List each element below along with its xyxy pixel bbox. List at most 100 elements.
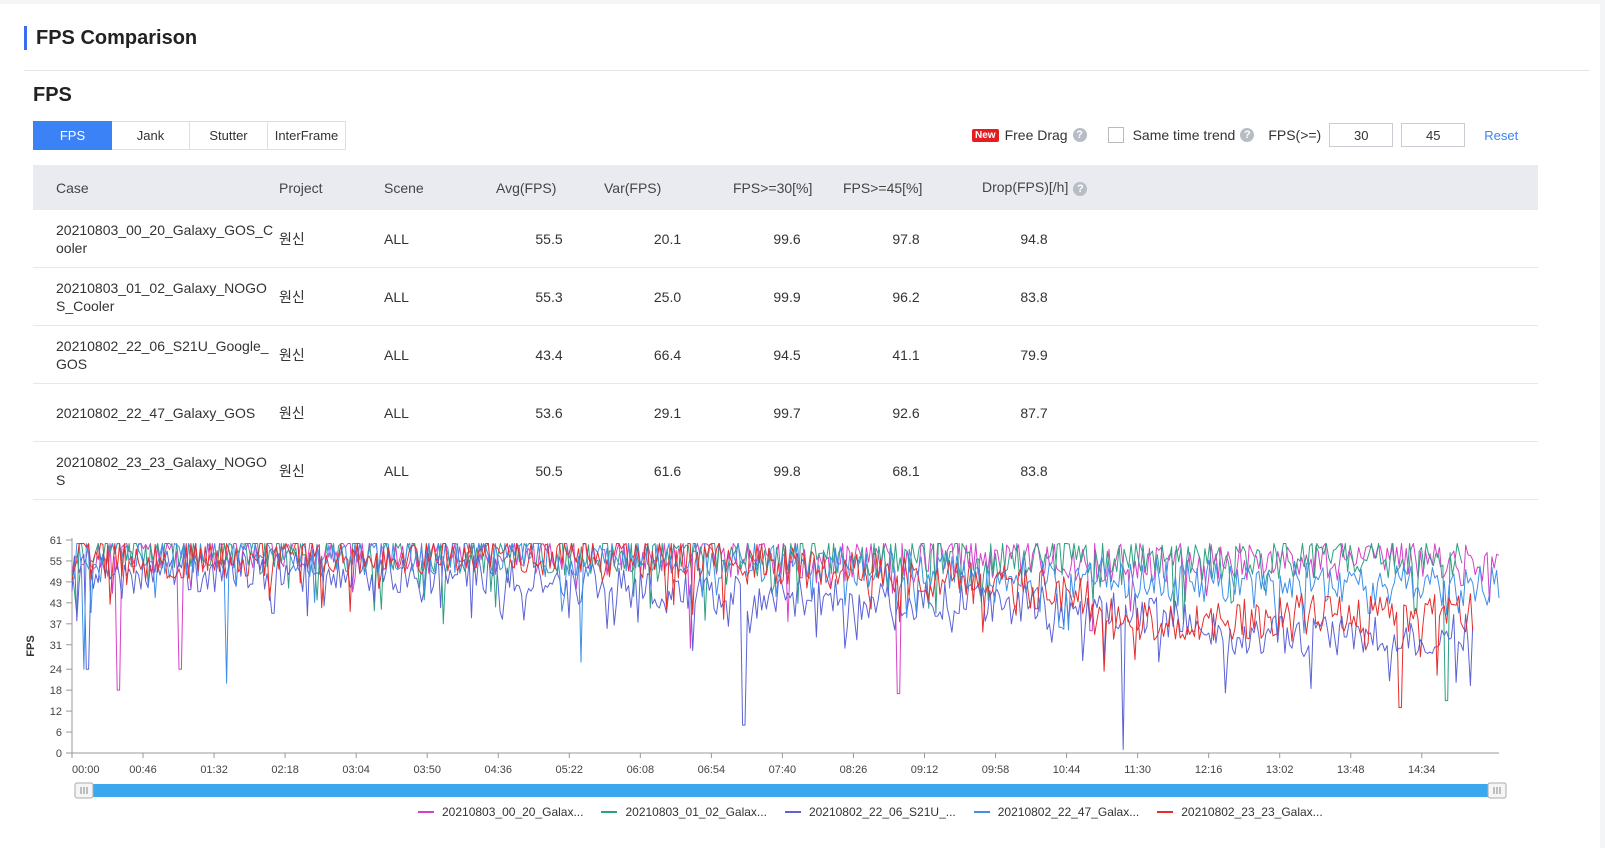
- y-tick-label: 6: [56, 727, 62, 739]
- scene-cell: ALL: [383, 383, 495, 442]
- fps45-cell: 41.1: [842, 325, 970, 384]
- table-row[interactable]: 20210802_22_47_Galaxy_GOS 원신 ALL 53.6 29…: [33, 383, 1538, 442]
- x-tick-label: 05:22: [556, 764, 584, 776]
- legend-item[interactable]: 20210802_22_47_Galax...: [973, 805, 1140, 819]
- drop-fps-cell: 83.8: [970, 267, 1098, 326]
- col-var-fps[interactable]: Var(FPS): [603, 165, 732, 210]
- zoom-range-bar[interactable]: [75, 784, 1495, 797]
- col-drop-fps[interactable]: Drop(FPS)[/h]?: [970, 165, 1098, 210]
- col-scene[interactable]: Scene: [383, 165, 495, 210]
- fps-threshold-input-1[interactable]: [1329, 123, 1394, 147]
- project-cell: 원신: [278, 441, 383, 500]
- same-time-help-icon[interactable]: ?: [1240, 128, 1255, 142]
- drop-fps-cell: 79.9: [970, 325, 1098, 384]
- fps30-cell: 99.6: [732, 210, 842, 268]
- case-name: 20210803_01_02_Galaxy_NOGOS_Cooler: [56, 279, 267, 314]
- legend-line-icon: [784, 811, 801, 813]
- table-header-row: Case Project Scene Avg(FPS) Var(FPS) FPS…: [33, 165, 1538, 210]
- legend-line-icon: [973, 811, 990, 813]
- table-row[interactable]: 20210803_00_20_Galaxy_GOS_Cooler 원신 ALL …: [33, 210, 1538, 268]
- avg-fps-cell: 55.3: [495, 267, 603, 326]
- tab-fps[interactable]: FPS: [33, 121, 112, 150]
- series-line[interactable]: [71, 550, 1474, 750]
- y-tick-label: 37: [50, 619, 62, 631]
- col-project[interactable]: Project: [278, 165, 383, 210]
- legend-line-icon: [418, 811, 434, 813]
- header-accent-bar: [24, 26, 27, 50]
- x-tick-label: 11:30: [1124, 764, 1151, 776]
- col-fps-45[interactable]: FPS>=45[%]: [842, 165, 970, 210]
- var-fps-cell: 25.0: [603, 267, 732, 326]
- same-time-label[interactable]: Same time trend: [1132, 127, 1236, 143]
- y-tick-label: 0: [56, 748, 62, 760]
- x-tick-label: 07:40: [769, 764, 797, 776]
- scene-cell: ALL: [383, 325, 495, 384]
- new-badge: New: [972, 128, 999, 142]
- page-title: FPS Comparison: [36, 26, 198, 49]
- fps-threshold-label: FPS(>=): [1268, 127, 1322, 143]
- x-tick-label: 08:26: [840, 764, 868, 776]
- free-drag-label[interactable]: Free Drag: [1004, 127, 1068, 143]
- x-tick-label: 14:34: [1408, 764, 1436, 776]
- x-tick-label: 06:54: [698, 764, 726, 776]
- y-axis-label: FPS: [25, 635, 37, 656]
- x-tick-label: 02:18: [271, 764, 299, 776]
- fps45-cell: 96.2: [842, 267, 970, 326]
- case-name: 20210802_23_23_Galaxy_NOGOS: [56, 453, 267, 488]
- fps30-cell: 94.5: [732, 325, 842, 384]
- col-case[interactable]: Case: [33, 165, 278, 210]
- legend-item[interactable]: 20210803_00_20_Galax...: [418, 805, 583, 819]
- table-row[interactable]: 20210802_22_06_S21U_Google_GOS 원신 ALL 43…: [33, 325, 1538, 384]
- legend-item[interactable]: 20210803_01_02_Galax...: [601, 805, 767, 819]
- drop-fps-cell: 87.7: [970, 383, 1098, 442]
- legend-label: 20210802_22_47_Galax...: [997, 805, 1140, 819]
- x-tick-label: 13:02: [1266, 764, 1294, 776]
- legend-item[interactable]: 20210802_23_23_Galax...: [1157, 805, 1323, 819]
- drop-fps-cell: 83.8: [970, 441, 1098, 500]
- case-name: 20210802_22_06_S21U_Google_GOS: [56, 337, 269, 372]
- series-line[interactable]: [71, 543, 1500, 695]
- series-line[interactable]: [71, 543, 1500, 684]
- x-tick-label: 09:58: [982, 764, 1010, 776]
- case-name: 20210802_22_47_Galaxy_GOS: [56, 404, 256, 421]
- var-fps-cell: 66.4: [603, 325, 732, 384]
- legend-label: 20210803_01_02_Galax...: [625, 805, 767, 819]
- project-cell: 원신: [278, 383, 383, 442]
- reset-link[interactable]: Reset: [1484, 127, 1519, 143]
- fps-line-chart[interactable]: FPS 0 6 12 18 24 31 37 43 49 55 61 00:00 00:46 01:32 02…: [20, 522, 1520, 802]
- legend-item[interactable]: 20210802_22_06_S21U_...: [784, 805, 956, 819]
- tab-interframe[interactable]: InterFrame: [268, 121, 346, 150]
- x-tick-label: 03:04: [342, 764, 370, 776]
- avg-fps-cell: 55.5: [495, 210, 603, 268]
- scene-cell: ALL: [383, 210, 495, 268]
- avg-fps-cell: 53.6: [495, 383, 603, 442]
- y-tick-label: 55: [50, 556, 62, 568]
- col-fps-30[interactable]: FPS>=30[%]: [732, 165, 842, 210]
- legend-line-icon: [601, 811, 618, 813]
- scene-cell: ALL: [383, 267, 495, 326]
- fps-threshold-input-2[interactable]: [1401, 123, 1466, 147]
- x-tick-label: 12:16: [1195, 764, 1223, 776]
- series-line[interactable]: [71, 543, 1474, 709]
- fps30-cell: 99.8: [732, 441, 842, 500]
- tab-jank[interactable]: Jank: [112, 121, 190, 150]
- x-tick-label: 00:46: [129, 764, 157, 776]
- avg-fps-cell: 50.5: [495, 441, 603, 500]
- col-avg-fps[interactable]: Avg(FPS): [495, 165, 603, 210]
- free-drag-help-icon[interactable]: ?: [1072, 128, 1087, 142]
- x-tick-label: 09:12: [911, 764, 939, 776]
- drop-fps-help-icon[interactable]: ?: [1073, 182, 1088, 196]
- table-row[interactable]: 20210803_01_02_Galaxy_NOGOS_Cooler 원신 AL…: [33, 267, 1538, 326]
- legend-label: 20210802_23_23_Galax...: [1181, 805, 1323, 819]
- y-tick-label: 43: [50, 598, 62, 610]
- same-time-checkbox[interactable]: [1107, 127, 1124, 143]
- case-name: 20210803_00_20_Galaxy_GOS_Cooler: [56, 221, 274, 256]
- col-drop-fps-label: Drop(FPS)[/h]: [982, 179, 1069, 195]
- scene-cell: ALL: [383, 441, 495, 500]
- x-tick-label: 04:36: [484, 764, 512, 776]
- toolbar: New Free Drag ? Same time trend ? FPS(>=…: [972, 122, 1518, 148]
- legend-label: 20210802_22_06_S21U_...: [808, 805, 956, 819]
- y-tick-label: 49: [50, 577, 62, 589]
- table-row[interactable]: 20210802_23_23_Galaxy_NOGOS 원신 ALL 50.5 …: [33, 441, 1538, 500]
- tab-stutter[interactable]: Stutter: [190, 121, 268, 150]
